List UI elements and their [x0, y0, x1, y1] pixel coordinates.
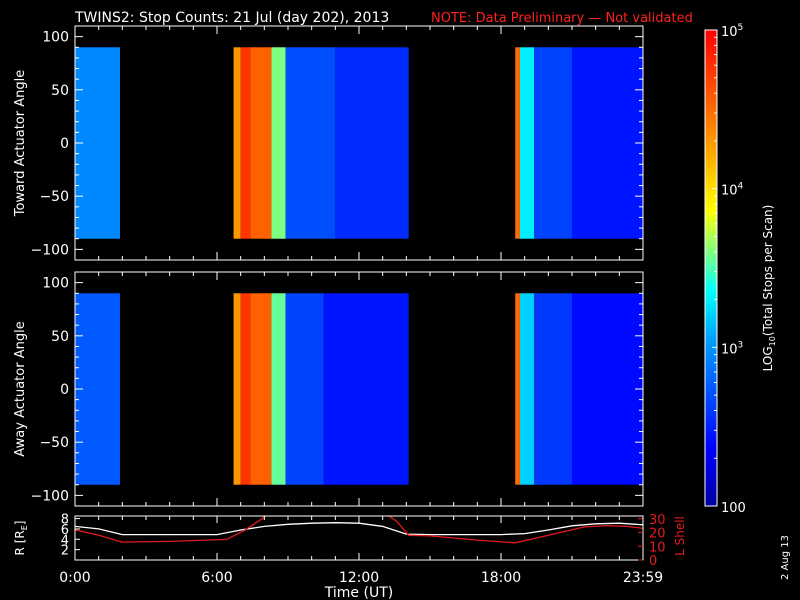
preliminary-note: NOTE: Data Preliminary — Not validated	[431, 11, 693, 26]
x-tick-label: 0:00	[59, 570, 90, 586]
y-right-tick-label: 10	[649, 540, 666, 555]
y-tick-label: 4	[61, 533, 69, 548]
x-tick-label: 12:00	[339, 570, 379, 586]
y-tick-label: 6	[61, 523, 69, 538]
colorbar-tick-label: 105	[721, 23, 743, 40]
heatmap-cell	[271, 293, 286, 485]
heatmap-cell	[572, 47, 643, 239]
heatmap-cell	[250, 293, 272, 485]
heatmap-cell	[323, 293, 409, 485]
colorbar-tick-label: 104	[721, 182, 744, 199]
y-right-tick-label: 20	[649, 527, 666, 542]
colorbar-gradient	[705, 30, 717, 506]
heatmap-cell	[534, 293, 572, 485]
heatmap-cell	[285, 293, 324, 485]
heatmap-cell	[515, 293, 520, 485]
y-right-tick-label: 0	[649, 554, 657, 569]
heatmap-cell	[534, 47, 572, 239]
l-shell-line	[75, 516, 643, 544]
heatmap-cell	[233, 293, 241, 485]
y-right-axis-label: L Shell	[673, 516, 687, 556]
y-tick-label: −50	[39, 189, 69, 205]
x-tick-label: 18:00	[481, 570, 521, 586]
colorbar-frame	[704, 29, 718, 507]
y-tick-label: 0	[60, 382, 69, 398]
heatmap-cell	[233, 47, 241, 239]
r-distance-line	[75, 522, 643, 536]
heatmap-cell	[250, 47, 272, 239]
y-left-axis-label: R [RE]	[13, 521, 29, 556]
y-tick-label: 100	[42, 276, 69, 292]
toward-angle-panel: 100 50 0 −50 −100 Toward Actuator Angle	[13, 25, 644, 261]
colorbar-tick-label: 100	[721, 501, 746, 516]
y-tick-label: 2	[61, 544, 69, 559]
colorbar-title: LOG10(Total Stops per Scan)	[761, 205, 777, 372]
heatmap-cell	[335, 47, 409, 239]
y-right-tick-label: 30	[649, 513, 666, 528]
heatmap-cell	[240, 47, 251, 239]
heatmap-cell	[240, 293, 251, 485]
y-tick-label: 100	[42, 30, 69, 46]
date-stamp: 2 Aug 13	[780, 535, 791, 580]
page-title: TWINS2: Stop Counts: 21 Jul (day 202), 2…	[74, 10, 389, 26]
colorbar-tick-label: 103	[721, 340, 743, 357]
heatmap-cell	[271, 47, 286, 239]
x-axis-label: Time (UT)	[324, 585, 393, 600]
heatmap-cell	[285, 47, 336, 239]
y-tick-label: 8	[61, 513, 69, 528]
colorbar: 105 104 103 100 LOG10(Total Stops per Scan)	[704, 23, 777, 516]
heatmap-cell	[572, 293, 643, 485]
y-tick-label: −100	[31, 488, 69, 504]
heatmap-cell	[519, 47, 535, 239]
y-tick-label: 0	[60, 136, 69, 152]
heatmap-cell	[515, 47, 520, 239]
x-tick-label: 23:59	[623, 570, 663, 586]
y-axis-label: Away Actuator Angle	[13, 321, 28, 456]
heatmap-cell	[519, 293, 535, 485]
away-angle-panel: 100 50 0 −50 −100 Away Actuator Angle	[13, 271, 644, 507]
x-tick-label: 6:00	[201, 570, 232, 586]
y-tick-label: −100	[31, 242, 69, 258]
y-tick-label: 50	[51, 329, 69, 345]
y-tick-label: 50	[51, 83, 69, 99]
y-axis-label: Toward Actuator Angle	[13, 70, 28, 217]
y-tick-label: −50	[39, 435, 69, 451]
